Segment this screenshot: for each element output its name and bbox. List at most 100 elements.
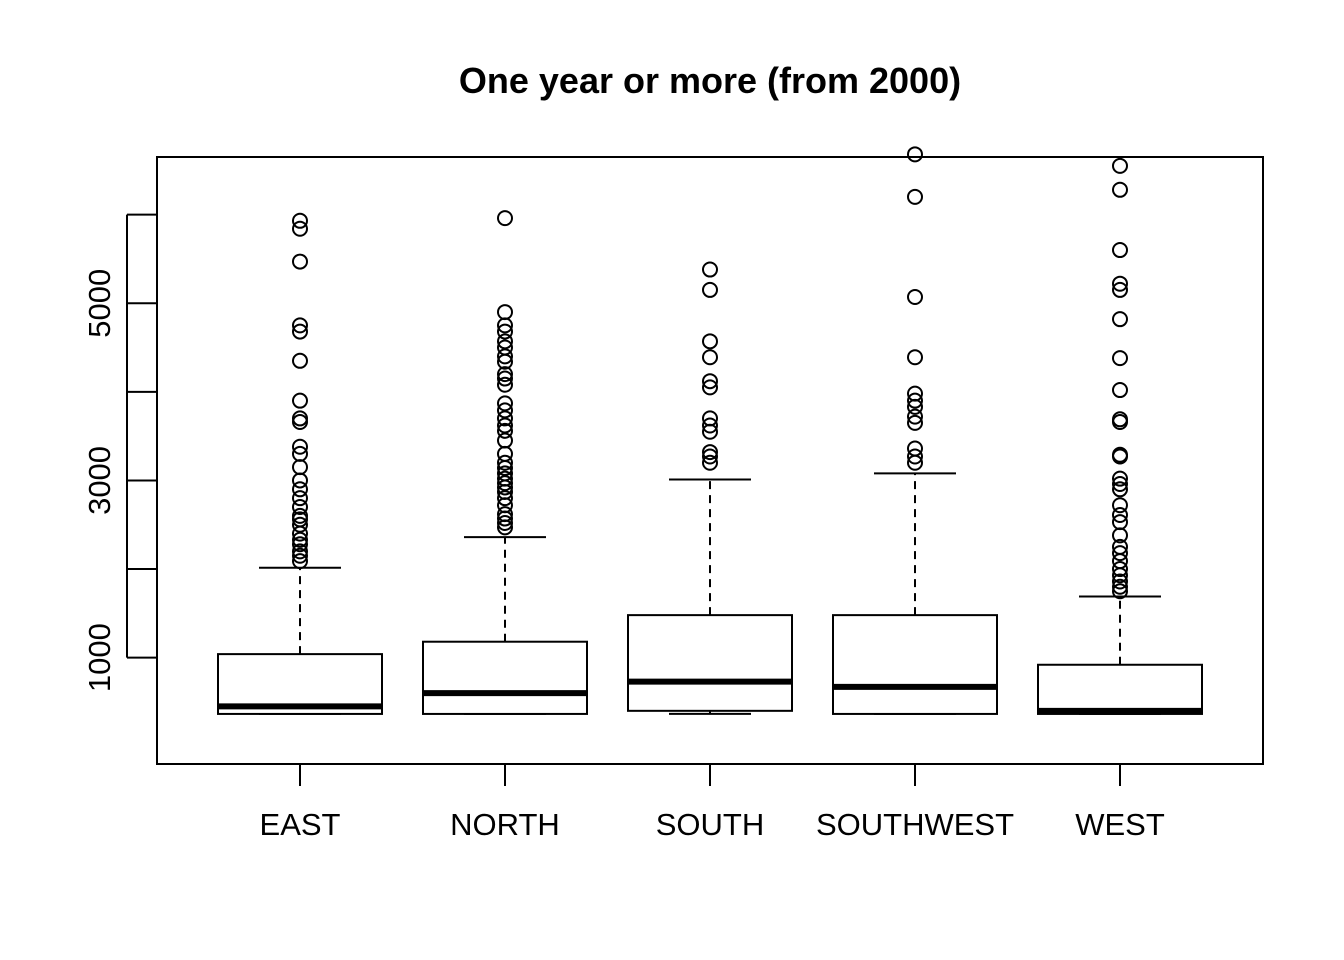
- outlier-point: [907, 146, 923, 163]
- outlier-point: [292, 323, 308, 340]
- box-group: [627, 261, 793, 715]
- outlier-point: [292, 531, 308, 548]
- outlier-point: [1112, 573, 1128, 590]
- y-axis: 1000 3000 5000: [82, 213, 157, 692]
- outlier-point: [292, 253, 308, 270]
- x-tick-label: SOUTH: [656, 807, 765, 842]
- outlier-point: [702, 417, 718, 434]
- boxes: [217, 146, 1203, 715]
- outlier-point: [1112, 181, 1128, 198]
- outlier-point: [907, 414, 923, 431]
- outlier-point: [702, 333, 718, 350]
- outlier-point: [497, 410, 513, 427]
- outlier-point: [497, 333, 513, 350]
- outlier-point: [1112, 470, 1128, 487]
- outlier-point: [907, 440, 923, 457]
- outlier-point: [292, 438, 308, 455]
- outlier-point: [292, 472, 308, 489]
- outlier-point: [1112, 242, 1128, 259]
- box-group: [217, 212, 383, 715]
- outlier-point: [1112, 506, 1128, 523]
- outlier-point: [1112, 481, 1128, 498]
- box-iqr: [422, 640, 588, 715]
- x-tick-label: EAST: [260, 807, 341, 842]
- outlier-point: [1112, 475, 1128, 492]
- outlier-point: [292, 317, 308, 334]
- outlier-point: [292, 507, 308, 524]
- outlier-point: [1112, 411, 1128, 428]
- outlier-point: [907, 448, 923, 465]
- outlier-point: [497, 470, 513, 487]
- outlier-point: [292, 410, 308, 427]
- outlier-point: [497, 422, 513, 439]
- outlier-point: [497, 323, 513, 340]
- chart-title: One year or more (from 2000): [459, 60, 961, 101]
- outlier-point: [497, 506, 513, 523]
- box-group: [832, 146, 998, 715]
- outlier-point: [292, 481, 308, 498]
- outlier-point: [702, 454, 718, 471]
- outlier-point: [497, 445, 513, 462]
- x-tick-label: SOUTHWEST: [816, 807, 1014, 842]
- outlier-point: [1112, 350, 1128, 367]
- x-axis: EAST NORTH SOUTH SOUTHWEST WEST: [260, 764, 1165, 842]
- outlier-point: [1112, 275, 1128, 292]
- y-tick-label: 5000: [82, 269, 117, 338]
- outlier-point: [702, 379, 718, 396]
- outlier-point: [497, 210, 513, 227]
- outlier-point: [702, 281, 718, 298]
- outlier-point: [292, 445, 308, 462]
- outlier-point: [1112, 538, 1128, 555]
- outlier-point: [292, 459, 308, 476]
- outlier-point: [497, 514, 513, 531]
- outlier-point: [702, 444, 718, 461]
- outlier-point: [1112, 578, 1128, 595]
- box-group: [1037, 157, 1203, 715]
- outlier-point: [497, 348, 513, 365]
- box-iqr: [832, 614, 998, 715]
- outlier-point: [702, 373, 718, 390]
- outlier-point: [497, 376, 513, 393]
- x-tick-label: WEST: [1075, 807, 1165, 842]
- outlier-point: [702, 349, 718, 366]
- box-group: [422, 210, 588, 715]
- outlier-point: [497, 402, 513, 419]
- outlier-point: [1112, 281, 1128, 298]
- outlier-point: [292, 392, 308, 409]
- y-tick-label: 1000: [82, 623, 117, 692]
- outlier-point: [497, 475, 513, 492]
- outlier-point: [1112, 545, 1128, 562]
- outlier-point: [497, 417, 513, 434]
- outlier-point: [1112, 157, 1128, 174]
- outlier-point: [292, 352, 308, 369]
- outlier-point: [1112, 446, 1128, 463]
- box-iqr: [1037, 663, 1203, 715]
- outlier-point: [1112, 583, 1128, 600]
- outlier-point: [907, 289, 923, 306]
- outlier-point: [497, 339, 513, 356]
- y-tick-label: 3000: [82, 446, 117, 515]
- outlier-point: [1112, 311, 1128, 328]
- outlier-point: [292, 499, 308, 516]
- outlier-point: [702, 410, 718, 427]
- outlier-point: [292, 543, 308, 560]
- outlier-point: [907, 349, 923, 366]
- outlier-point: [907, 188, 923, 205]
- outlier-point: [907, 385, 923, 402]
- outlier-point: [1112, 382, 1128, 399]
- box-iqr: [627, 614, 793, 712]
- outlier-point: [497, 490, 513, 507]
- outlier-point: [497, 370, 513, 387]
- outlier-point: [497, 366, 513, 383]
- outlier-point: [907, 392, 923, 409]
- outlier-point: [292, 516, 308, 533]
- outlier-point: [1112, 514, 1128, 531]
- outlier-point: [497, 454, 513, 471]
- outlier-point: [702, 448, 718, 465]
- outlier-point: [292, 553, 308, 570]
- outlier-point: [907, 408, 923, 425]
- outlier-point: [292, 536, 308, 553]
- outlier-point: [497, 432, 513, 449]
- outlier-point: [292, 490, 308, 507]
